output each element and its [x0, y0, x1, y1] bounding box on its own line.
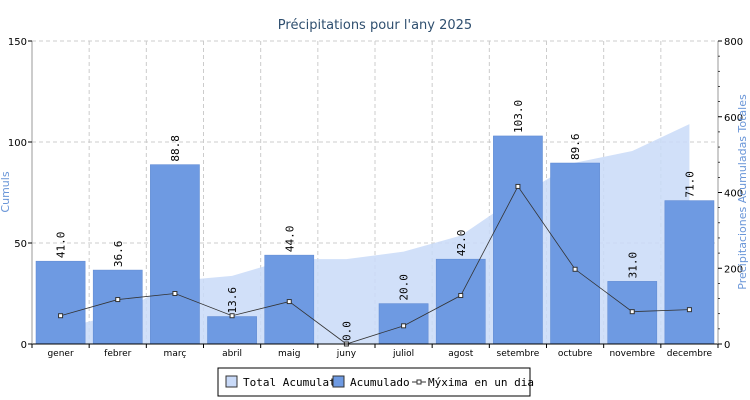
- bar-label-decembre: 71.0: [683, 171, 696, 198]
- bar-label-setembre: 103.0: [512, 100, 525, 133]
- legend-label-max: Mýxima en un dia: [428, 376, 534, 389]
- x-tick-label-juny: juny: [336, 349, 357, 359]
- x-tick-label-decembre: decembre: [667, 349, 713, 359]
- y-right-tick-label: 200: [724, 264, 743, 275]
- x-tick-label-juliol: juliol: [392, 349, 414, 359]
- legend-box: [217, 367, 531, 397]
- max-line: [60, 185, 690, 345]
- bar-octubre: [550, 162, 600, 345]
- legend-label-total: Total Acumulat: [243, 376, 336, 389]
- x-tick-label-octubre: octubre: [558, 349, 593, 359]
- y-left-tick-label: 150: [8, 37, 27, 48]
- legend-swatch-total: [225, 375, 238, 388]
- y-right-tick-label: 400: [724, 189, 743, 200]
- x-tick-label-novembre: novembre: [609, 349, 655, 359]
- legend-label-acumulado: Acumulado: [350, 376, 410, 389]
- y-left-tick-label: 0: [21, 340, 27, 351]
- max-point-març: [172, 291, 178, 296]
- bar-label-abril: 13.6: [226, 287, 239, 314]
- bar-label-octubre: 89.6: [569, 134, 582, 161]
- max-point-setembre: [515, 183, 521, 189]
- max-point-abril: [229, 313, 235, 319]
- max-point-octubre: [572, 266, 578, 272]
- max-point-novembre: [629, 309, 635, 315]
- x-tick-label-maig: maig: [278, 349, 301, 359]
- bar-setembre: [493, 135, 543, 345]
- bar-label-agost: 42.0: [455, 230, 468, 257]
- chart-title: Précipitations pour l'any 2025: [278, 18, 472, 33]
- x-tick-label-febrer: febrer: [104, 349, 131, 359]
- bar-gener: [35, 260, 86, 345]
- x-tick-label-setembre: setembre: [497, 349, 540, 359]
- axes: 0 50 100 150 0 200 400 600 800 gener febrer març abr…: [8, 37, 743, 359]
- y-axis-left-label: Cumuls: [0, 171, 12, 212]
- max-point-decembre: [686, 307, 692, 313]
- y-axis-right-label: Precipitaciones Acumuladas Totales: [736, 94, 749, 290]
- max-point-maig: [286, 299, 292, 305]
- max-point-febrer: [115, 297, 121, 303]
- max-point-agost: [458, 293, 464, 299]
- y-right-tick-label: 600: [724, 113, 743, 124]
- bar-label-novembre: 31.0: [626, 252, 639, 279]
- x-tick-label-abril: abril: [222, 349, 242, 359]
- y-right-tick-label: 800: [724, 37, 743, 48]
- bar-label-juliol: 20.0: [398, 274, 411, 301]
- max-point-gener: [58, 313, 64, 319]
- bar-abril: [207, 316, 257, 345]
- y-left-tick-label: 50: [14, 239, 27, 250]
- bar-label-febrer: 36.6: [112, 241, 125, 268]
- bar-febrer: [92, 269, 143, 345]
- bar-label-març: 88.8: [169, 135, 182, 162]
- y-right-tick-label: 0: [724, 340, 730, 351]
- x-tick-label-març: març: [164, 349, 187, 359]
- y-left-tick-label: 100: [8, 138, 27, 149]
- legend: Total Acumulat Acumulado Mýxima en un di…: [217, 367, 534, 397]
- max-point-juliol: [401, 323, 407, 329]
- max-line-series: [58, 183, 692, 347]
- legend-marker-max: [416, 379, 422, 385]
- x-tick-label-gener: gener: [47, 349, 73, 359]
- bar-decembre: [664, 200, 715, 345]
- bar-value-labels: 41.0 36.6 88.8 13.6 44.0 0.0 20.0 42.0 103.0 89.6…: [55, 100, 697, 341]
- bar-label-juny: 0.0: [340, 321, 353, 341]
- bar-label-gener: 41.0: [55, 232, 68, 259]
- bar-agost: [435, 258, 486, 345]
- legend-swatch-acumulado: [332, 375, 345, 388]
- bar-març: [150, 164, 200, 345]
- bar-label-maig: 44.0: [283, 226, 296, 253]
- x-tick-label-agost: agost: [448, 349, 473, 359]
